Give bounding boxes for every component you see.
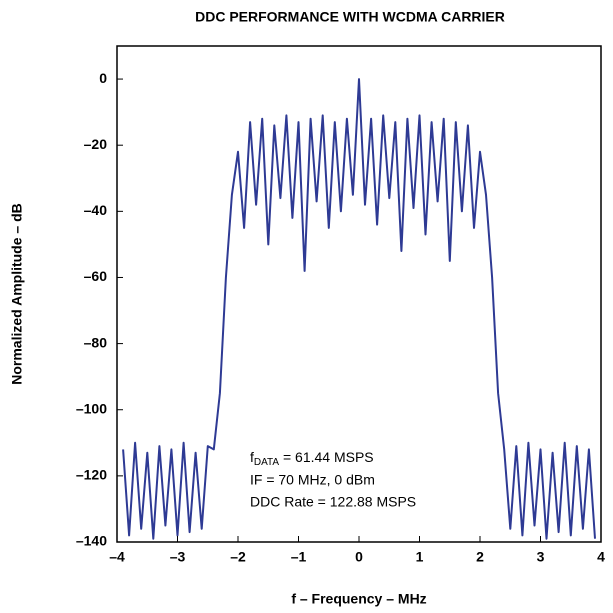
y-tick-label: –80 <box>84 334 108 350</box>
y-tick-label: –120 <box>76 467 107 483</box>
x-tick-label: 3 <box>537 549 545 565</box>
x-tick-label: 4 <box>597 549 605 565</box>
x-tick-label: –1 <box>291 549 307 565</box>
y-tick-label: –20 <box>84 136 108 152</box>
spectrum-line <box>122 78 596 540</box>
y-tick-label: –60 <box>84 268 108 284</box>
plot-area <box>122 78 596 540</box>
x-tick-label: 0 <box>355 549 363 565</box>
x-tick-label: –3 <box>170 549 186 565</box>
y-tick-label: –100 <box>76 400 107 416</box>
annotation-f: f <box>250 449 254 465</box>
y-tick-label: –140 <box>76 533 107 549</box>
annotation-line: fDATA = 61.44 MSPS <box>250 449 374 468</box>
annotation: fDATA = 61.44 MSPS IF = 70 MHz, 0 dBm DD… <box>250 449 416 510</box>
y-axis-label: Normalized Amplitude – dB <box>9 203 25 385</box>
x-axis-label: f – Frequency – MHz <box>291 591 426 607</box>
x-tick-label: –4 <box>109 549 125 565</box>
x-tick-label: –2 <box>230 549 246 565</box>
y-tick-label: –40 <box>84 202 108 218</box>
x-tick-label: 1 <box>416 549 424 565</box>
chart-title: DDC PERFORMANCE WITH WCDMA CARRIER <box>195 9 505 25</box>
annotation-line: DDC Rate = 122.88 MSPS <box>250 494 416 510</box>
annotation-rest: = 61.44 MSPS <box>279 449 374 465</box>
x-tick-label: 2 <box>476 549 484 565</box>
plot-frame <box>116 45 602 543</box>
annotation-sub: DATA <box>254 457 280 468</box>
annotation-line: IF = 70 MHz, 0 dBm <box>250 472 375 488</box>
y-tick-label: 0 <box>99 70 107 86</box>
